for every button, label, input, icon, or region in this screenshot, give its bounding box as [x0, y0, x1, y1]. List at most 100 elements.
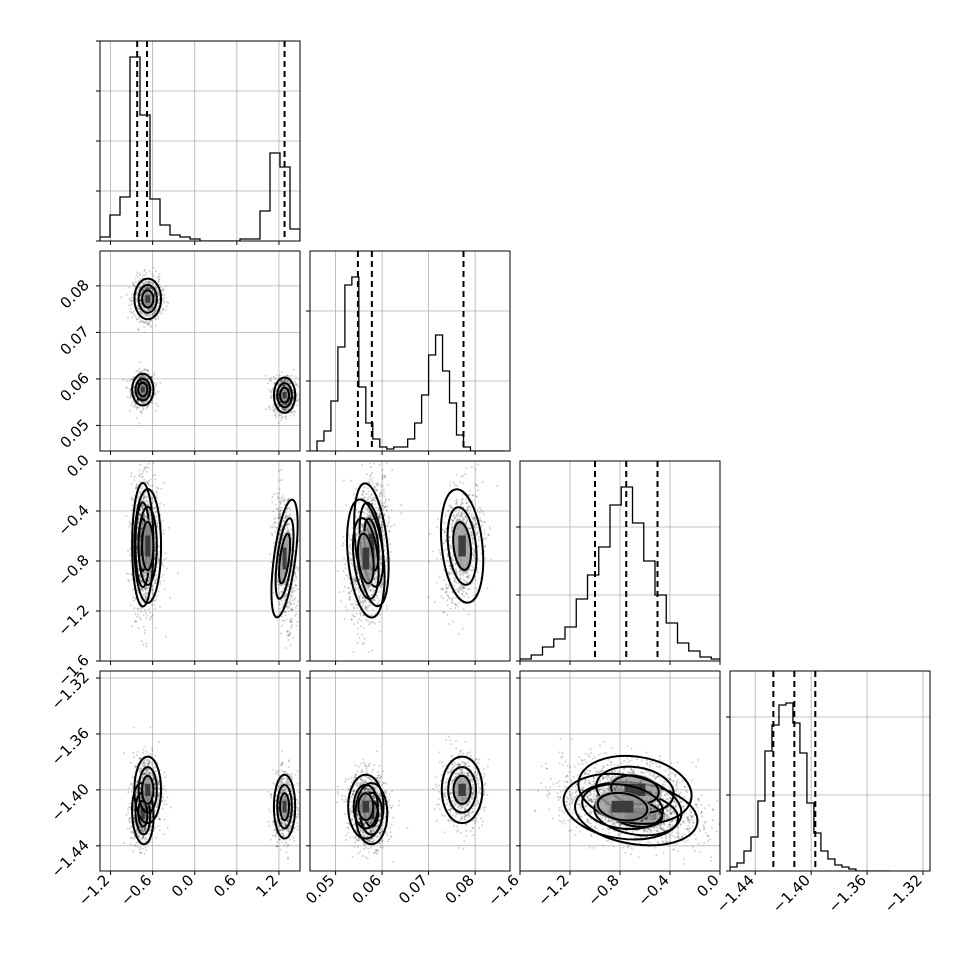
sample-point — [378, 516, 380, 519]
sample-point — [282, 385, 285, 387]
sample-point — [296, 621, 299, 624]
sample-point — [285, 515, 288, 518]
sample-point — [135, 318, 138, 321]
sample-point — [142, 499, 145, 502]
sample-point — [139, 512, 142, 515]
sample-point — [281, 590, 284, 593]
sample-point — [133, 479, 136, 482]
sample-point — [145, 642, 148, 645]
sample-point — [281, 403, 284, 406]
sample-point — [143, 321, 146, 324]
sample-point — [289, 619, 292, 622]
sample-point — [154, 574, 157, 577]
sample-point — [153, 599, 156, 602]
sample-point — [135, 620, 138, 623]
sample-point — [136, 318, 139, 321]
sample-point — [148, 270, 151, 273]
sample-point — [143, 501, 145, 504]
contour-level-3 — [137, 381, 149, 398]
sample-point — [133, 313, 136, 316]
sample-point — [146, 406, 149, 408]
sample-point — [285, 595, 288, 598]
sample-point — [135, 484, 138, 487]
sample-point — [284, 598, 287, 601]
sample-point — [149, 511, 152, 514]
sample-point — [145, 368, 148, 371]
sample-point — [157, 560, 160, 563]
sample-point — [284, 384, 287, 387]
sample-point — [150, 387, 153, 390]
sample-point — [285, 403, 288, 406]
sample-point — [271, 495, 274, 498]
sample-point — [286, 380, 289, 382]
sample-point — [152, 282, 155, 285]
sample-point — [290, 602, 293, 605]
sample-point — [158, 294, 160, 297]
sample-point — [274, 521, 276, 524]
sample-point — [364, 607, 367, 610]
panel-content — [100, 251, 300, 451]
sample-point — [130, 497, 133, 499]
sample-point — [148, 288, 151, 290]
sample-point — [154, 391, 157, 394]
sample-point — [289, 644, 292, 647]
sample-point — [155, 515, 158, 518]
sample-point — [149, 282, 152, 285]
sample-point — [140, 603, 142, 605]
sample-point — [384, 548, 387, 551]
sample-point — [128, 297, 131, 300]
sample-point — [290, 596, 292, 599]
density-peak — [140, 386, 145, 393]
sample-point — [283, 380, 286, 383]
sample-point — [146, 286, 149, 289]
sample-point — [163, 296, 166, 299]
sample-point — [140, 610, 142, 613]
sample-point — [143, 375, 146, 378]
sample-point — [145, 407, 148, 410]
sample-point — [372, 497, 375, 500]
sample-point — [151, 522, 154, 525]
sample-point — [284, 408, 287, 411]
sample-point — [290, 609, 293, 612]
sample-point — [138, 272, 141, 275]
sample-point — [138, 513, 141, 516]
sample-point — [157, 557, 160, 560]
sample-point — [132, 520, 135, 523]
sample-point — [296, 398, 299, 401]
sample-point — [140, 380, 143, 383]
sample-point — [136, 534, 139, 537]
sample-point — [149, 515, 152, 518]
sample-point — [369, 466, 372, 469]
sample-point — [381, 494, 384, 497]
sample-point — [144, 286, 146, 289]
sample-point — [361, 587, 364, 590]
sample-point — [151, 288, 154, 291]
sample-point — [271, 534, 274, 536]
sample-point — [148, 494, 151, 497]
sample-point — [137, 567, 140, 570]
sample-point — [146, 482, 149, 485]
sample-point — [139, 294, 142, 297]
sample-point — [148, 287, 151, 290]
sample-point — [145, 586, 148, 588]
sample-point — [357, 511, 360, 514]
sample-point — [158, 273, 161, 276]
sample-point — [368, 462, 371, 465]
sample-point — [277, 455, 279, 457]
sample-point — [141, 504, 144, 507]
sample-point — [144, 609, 146, 611]
sample-point — [293, 603, 295, 606]
sample-point — [155, 286, 158, 289]
sample-point — [132, 575, 135, 578]
sample-point — [144, 401, 147, 403]
sample-point — [361, 493, 364, 496]
sample-point — [145, 466, 148, 469]
sample-point — [371, 502, 374, 505]
sample-point — [154, 545, 157, 548]
sample-point — [148, 618, 151, 621]
sample-point — [153, 312, 156, 315]
sample-point — [147, 323, 150, 326]
sample-point — [295, 404, 298, 407]
sample-point — [293, 518, 296, 521]
sample-point — [142, 590, 145, 593]
